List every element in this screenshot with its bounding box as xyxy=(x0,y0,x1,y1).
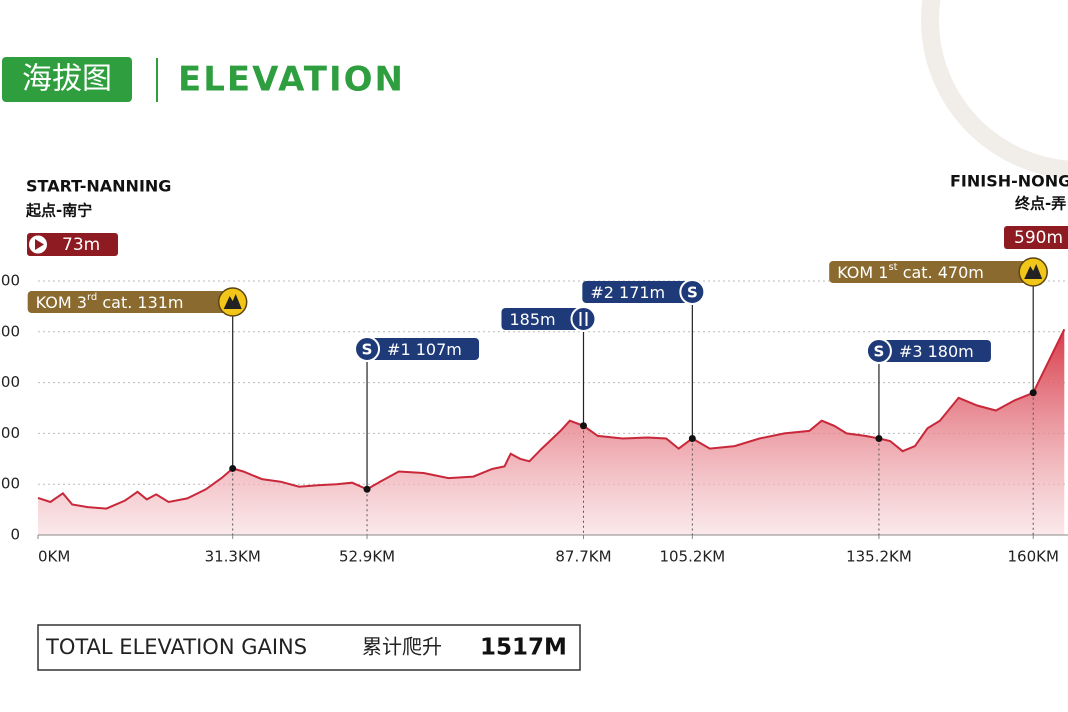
summary-label: TOTAL ELEVATION GAINS xyxy=(45,635,307,659)
marker-label-part: KOM 1 xyxy=(837,263,888,282)
y-tick-label: 200 xyxy=(0,424,20,442)
marker-dot xyxy=(688,434,696,442)
title-cn: 海拔图 xyxy=(22,62,112,97)
marker-badge xyxy=(829,261,1042,283)
marker-label: #3 180m xyxy=(899,342,974,361)
x-tick-label: 0KM xyxy=(38,548,70,566)
y-tick-label: 0 xyxy=(10,526,20,544)
sprint-icon xyxy=(679,279,706,305)
marker-badge xyxy=(582,281,701,303)
start-elevation: 73m xyxy=(62,235,100,255)
x-tick-label: 52.9KM xyxy=(339,548,395,566)
marker-dot xyxy=(229,464,237,472)
x-tick-label: 160KM xyxy=(1007,548,1058,566)
marker-label-part: #1 107m xyxy=(387,340,462,359)
x-tick-label: 31.3KM xyxy=(205,548,261,566)
marker-label-part: 185m xyxy=(509,310,555,329)
y-tick-label: 100 xyxy=(0,475,20,493)
sprint-icon-text: S xyxy=(687,284,698,302)
marker-dot xyxy=(363,485,371,493)
sprint-icon xyxy=(865,338,892,364)
marker-label-part: #2 171m xyxy=(590,283,665,302)
start-badge xyxy=(27,233,118,256)
marker-label: #2 171m xyxy=(590,283,665,302)
start-icon-arrow xyxy=(35,239,44,250)
marker-badge xyxy=(371,338,480,360)
y-tick-label: 300 xyxy=(0,373,20,391)
sprint-icon-text: S xyxy=(362,341,373,359)
marker-dot xyxy=(875,434,883,442)
marker-label: 185m xyxy=(509,310,555,329)
elevation-area xyxy=(38,329,1065,535)
marker-label-part: #3 180m xyxy=(899,342,974,361)
title-en: ELEVATION xyxy=(178,60,405,100)
y-tick-label: 500 xyxy=(0,272,20,290)
marker-label-part: KOM 3 xyxy=(36,293,87,312)
x-tick-label: 87.7KM xyxy=(555,548,611,566)
y-tick-label: 400 xyxy=(0,322,20,340)
sprint-icon xyxy=(354,336,381,362)
start-label: START-NANNING xyxy=(26,177,171,196)
sprint-icon-text: S xyxy=(874,343,885,361)
finish-badge xyxy=(1004,226,1068,249)
marker-badge xyxy=(27,291,241,313)
kom-icon-mountain xyxy=(1024,264,1043,279)
summary-box xyxy=(37,624,581,671)
start-label-cn: 起点-南宁 xyxy=(25,202,92,220)
x-tick-label: 105.2KM xyxy=(659,548,725,566)
marker-label-sup: st xyxy=(888,262,897,273)
marker-dot xyxy=(1029,389,1037,397)
finish-label: FINISH-NONG xyxy=(950,172,1068,191)
decoration xyxy=(921,0,1068,179)
marker-label: KOM 1st cat. 470m xyxy=(837,262,984,282)
marker-label-part: cat. 131m xyxy=(97,293,183,312)
title-badge xyxy=(2,57,132,102)
finish-label-cn: 终点-弄 xyxy=(1015,195,1066,213)
marker-label: #1 107m xyxy=(387,340,462,359)
kom-icon-mountain xyxy=(223,294,242,309)
feed-icon xyxy=(570,306,597,332)
marker-label: KOM 3rd cat. 131m xyxy=(36,292,184,312)
elevation-line xyxy=(37,328,1066,510)
marker-badge xyxy=(501,308,592,330)
marker-badge xyxy=(882,340,991,362)
marker-label-part: cat. 470m xyxy=(898,263,984,282)
summary-value: 1517M xyxy=(480,635,567,661)
marker-label-sup: rd xyxy=(87,292,97,303)
finish-elevation: 590m xyxy=(1014,228,1063,248)
summary-label-cn: 累计爬升 xyxy=(362,635,442,659)
x-tick-label: 135.2KM xyxy=(846,548,912,566)
marker-dot xyxy=(579,422,587,430)
